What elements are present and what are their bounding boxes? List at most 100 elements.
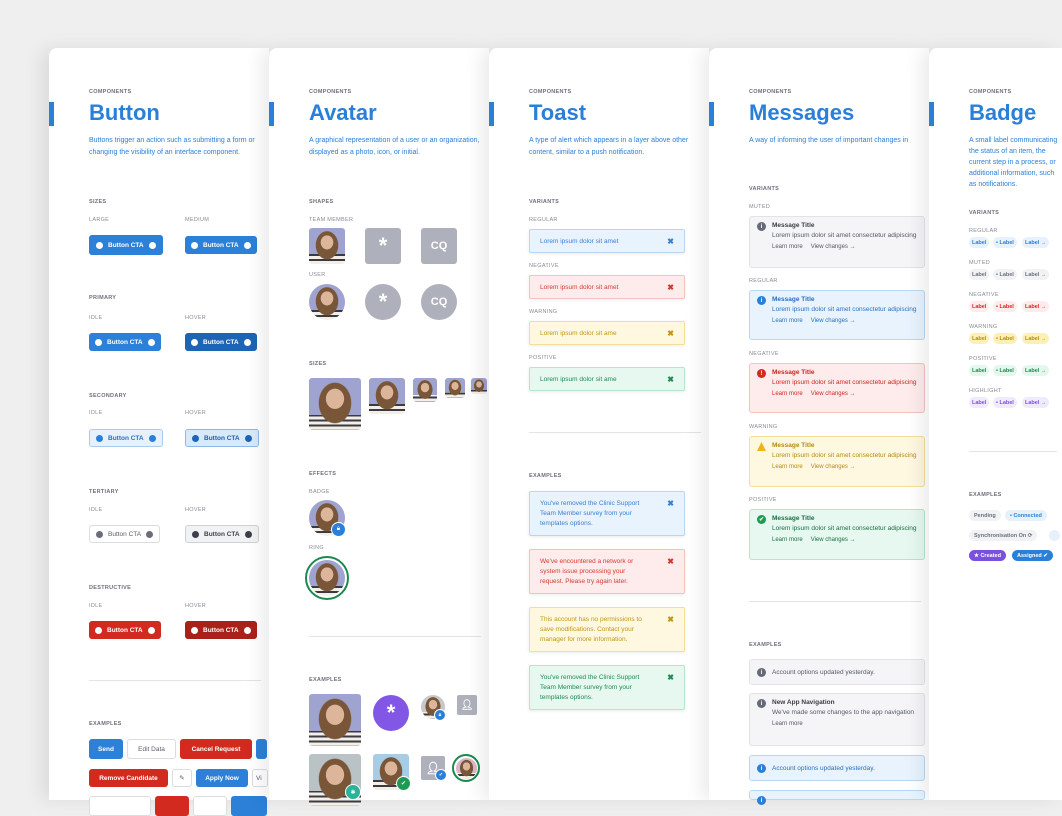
close-icon[interactable]: ✖: [667, 615, 674, 624]
divider: [529, 432, 701, 433]
tertiary-idle-button[interactable]: Button CTA: [89, 525, 161, 543]
secondary-idle-button[interactable]: Button CTA: [89, 429, 163, 447]
page-title: Badge: [969, 100, 1037, 125]
alert-icon: !: [757, 369, 766, 378]
view-button[interactable]: Vi: [252, 769, 268, 787]
close-icon[interactable]: ✖: [667, 374, 674, 384]
toast-card: COMPONENTS Toast A type of alert which a…: [489, 48, 709, 800]
message-title: Message Title: [772, 369, 815, 376]
cancel-request-button[interactable]: Cancel Request: [180, 739, 252, 759]
dot-icon: [147, 338, 155, 346]
primary-idle-button[interactable]: Button CTA: [89, 333, 161, 351]
avatar-card: COMPONENTS Avatar A graphical representa…: [269, 48, 489, 806]
examples-heading: EXAMPLES: [749, 642, 782, 648]
close-icon[interactable]: ✖: [667, 557, 674, 566]
hover-label: HOVER: [185, 315, 207, 321]
idle-label: IDLE: [89, 410, 103, 416]
dot-icon: [96, 434, 103, 442]
close-icon[interactable]: ✖: [667, 282, 674, 292]
description: A way of informing the user of important…: [749, 137, 909, 144]
view-changes-link[interactable]: View changes →: [810, 244, 856, 250]
dot-icon: [243, 626, 251, 634]
warning-badge: Label →: [1022, 333, 1050, 344]
example-button[interactable]: [231, 796, 267, 816]
dot-icon: [148, 241, 156, 249]
message-title: Message Title: [772, 222, 815, 229]
learn-more-link[interactable]: Learn more: [772, 318, 803, 324]
secondary-hover-button[interactable]: Button CTA: [185, 429, 259, 447]
close-icon[interactable]: ✖: [667, 499, 674, 508]
learn-more-link[interactable]: Learn more: [772, 391, 803, 397]
lock-icon: 🔒︎: [331, 522, 346, 537]
close-icon[interactable]: ✖: [667, 328, 674, 338]
view-changes-link[interactable]: View changes →: [810, 318, 856, 324]
asterisk-avatar: *: [365, 284, 401, 320]
regular-badge: Label: [969, 237, 990, 248]
regular-badge: Label →: [1022, 237, 1050, 248]
view-changes-link[interactable]: View changes →: [810, 464, 856, 470]
avatar-photo: [455, 757, 477, 779]
examples-heading: EXAMPLES: [969, 492, 1002, 498]
section-marker: [269, 102, 274, 126]
check-icon: ✔: [396, 776, 411, 791]
message-example: i Account options updated yesterday.: [749, 755, 925, 781]
hover-label: HOVER: [185, 507, 207, 513]
destructive-heading: DESTRUCTIVE: [89, 585, 132, 591]
toast-text: Lorem ipsum dolor sit amet: [540, 237, 619, 245]
blue-example-button[interactable]: [256, 739, 267, 759]
learn-more-link[interactable]: Learn more: [772, 537, 803, 543]
example-button[interactable]: [193, 796, 227, 816]
close-icon[interactable]: ✖: [667, 673, 674, 682]
message-body: Account options updated yesterday.: [772, 765, 875, 772]
dot-icon: [243, 241, 251, 249]
pencil-icon-button[interactable]: ✎: [172, 769, 192, 787]
learn-more-link[interactable]: Learn more: [772, 721, 803, 727]
example-button[interactable]: [89, 796, 151, 816]
hover-label: HOVER: [185, 603, 207, 609]
edit-data-button[interactable]: Edit Data: [127, 739, 176, 759]
close-icon[interactable]: ✖: [667, 236, 674, 246]
apply-now-button[interactable]: Apply Now: [196, 769, 248, 787]
warning-label: WARNING: [969, 324, 998, 330]
kicker: COMPONENTS: [969, 89, 1012, 95]
primary-hover-button[interactable]: Button CTA: [185, 333, 257, 351]
page-title: Toast: [529, 100, 587, 125]
large-button[interactable]: Button CTA: [89, 235, 163, 255]
secondary-heading: SECONDARY: [89, 393, 127, 399]
avatar-xs: [471, 378, 487, 394]
divider: [309, 636, 481, 637]
destructive-hover-button[interactable]: Button CTA: [185, 621, 257, 639]
view-changes-link[interactable]: View changes →: [810, 537, 856, 543]
example-button[interactable]: [155, 796, 189, 816]
section-marker: [49, 102, 54, 126]
medium-button[interactable]: Button CTA: [185, 236, 257, 254]
message-positive: ✔ Message Title Lorem ipsum dolor sit amet…: [749, 509, 925, 560]
view-changes-link[interactable]: View changes →: [810, 391, 856, 397]
warning-badge: Label: [969, 333, 990, 344]
hover-label: HOVER: [185, 410, 207, 416]
check-circle-icon: ✔: [757, 515, 766, 524]
effects-heading: EFFECTS: [309, 471, 337, 477]
muted-badge: Label →: [1022, 269, 1050, 280]
tertiary-hover-button[interactable]: Button CTA: [185, 525, 259, 543]
learn-more-link[interactable]: Learn more: [772, 464, 803, 470]
dot-icon: [148, 434, 156, 442]
button-label: Button CTA: [204, 530, 240, 538]
muted-label: MUTED: [749, 204, 771, 210]
remove-candidate-button[interactable]: Remove Candidate: [89, 769, 168, 787]
highlight-badge: Label →: [1022, 397, 1050, 408]
button-label: Button CTA: [108, 434, 144, 442]
learn-more-link[interactable]: Learn more: [772, 244, 803, 250]
message-title: Message Title: [772, 442, 815, 449]
toast-text: Lorem ipsum dolor sit ame: [540, 375, 617, 383]
destructive-idle-button[interactable]: Button CTA: [89, 621, 161, 639]
user-label: USER: [309, 272, 326, 278]
send-button[interactable]: Send: [89, 739, 123, 759]
dot-icon: [191, 338, 198, 346]
info-icon: i: [757, 699, 766, 708]
dot-icon: [192, 434, 199, 442]
dot-icon: [96, 530, 103, 538]
variants-heading: VARIANTS: [749, 186, 780, 192]
toast-text: Lorem ipsum dolor sit ame: [540, 329, 617, 337]
avatar-with-ring: [452, 754, 480, 782]
